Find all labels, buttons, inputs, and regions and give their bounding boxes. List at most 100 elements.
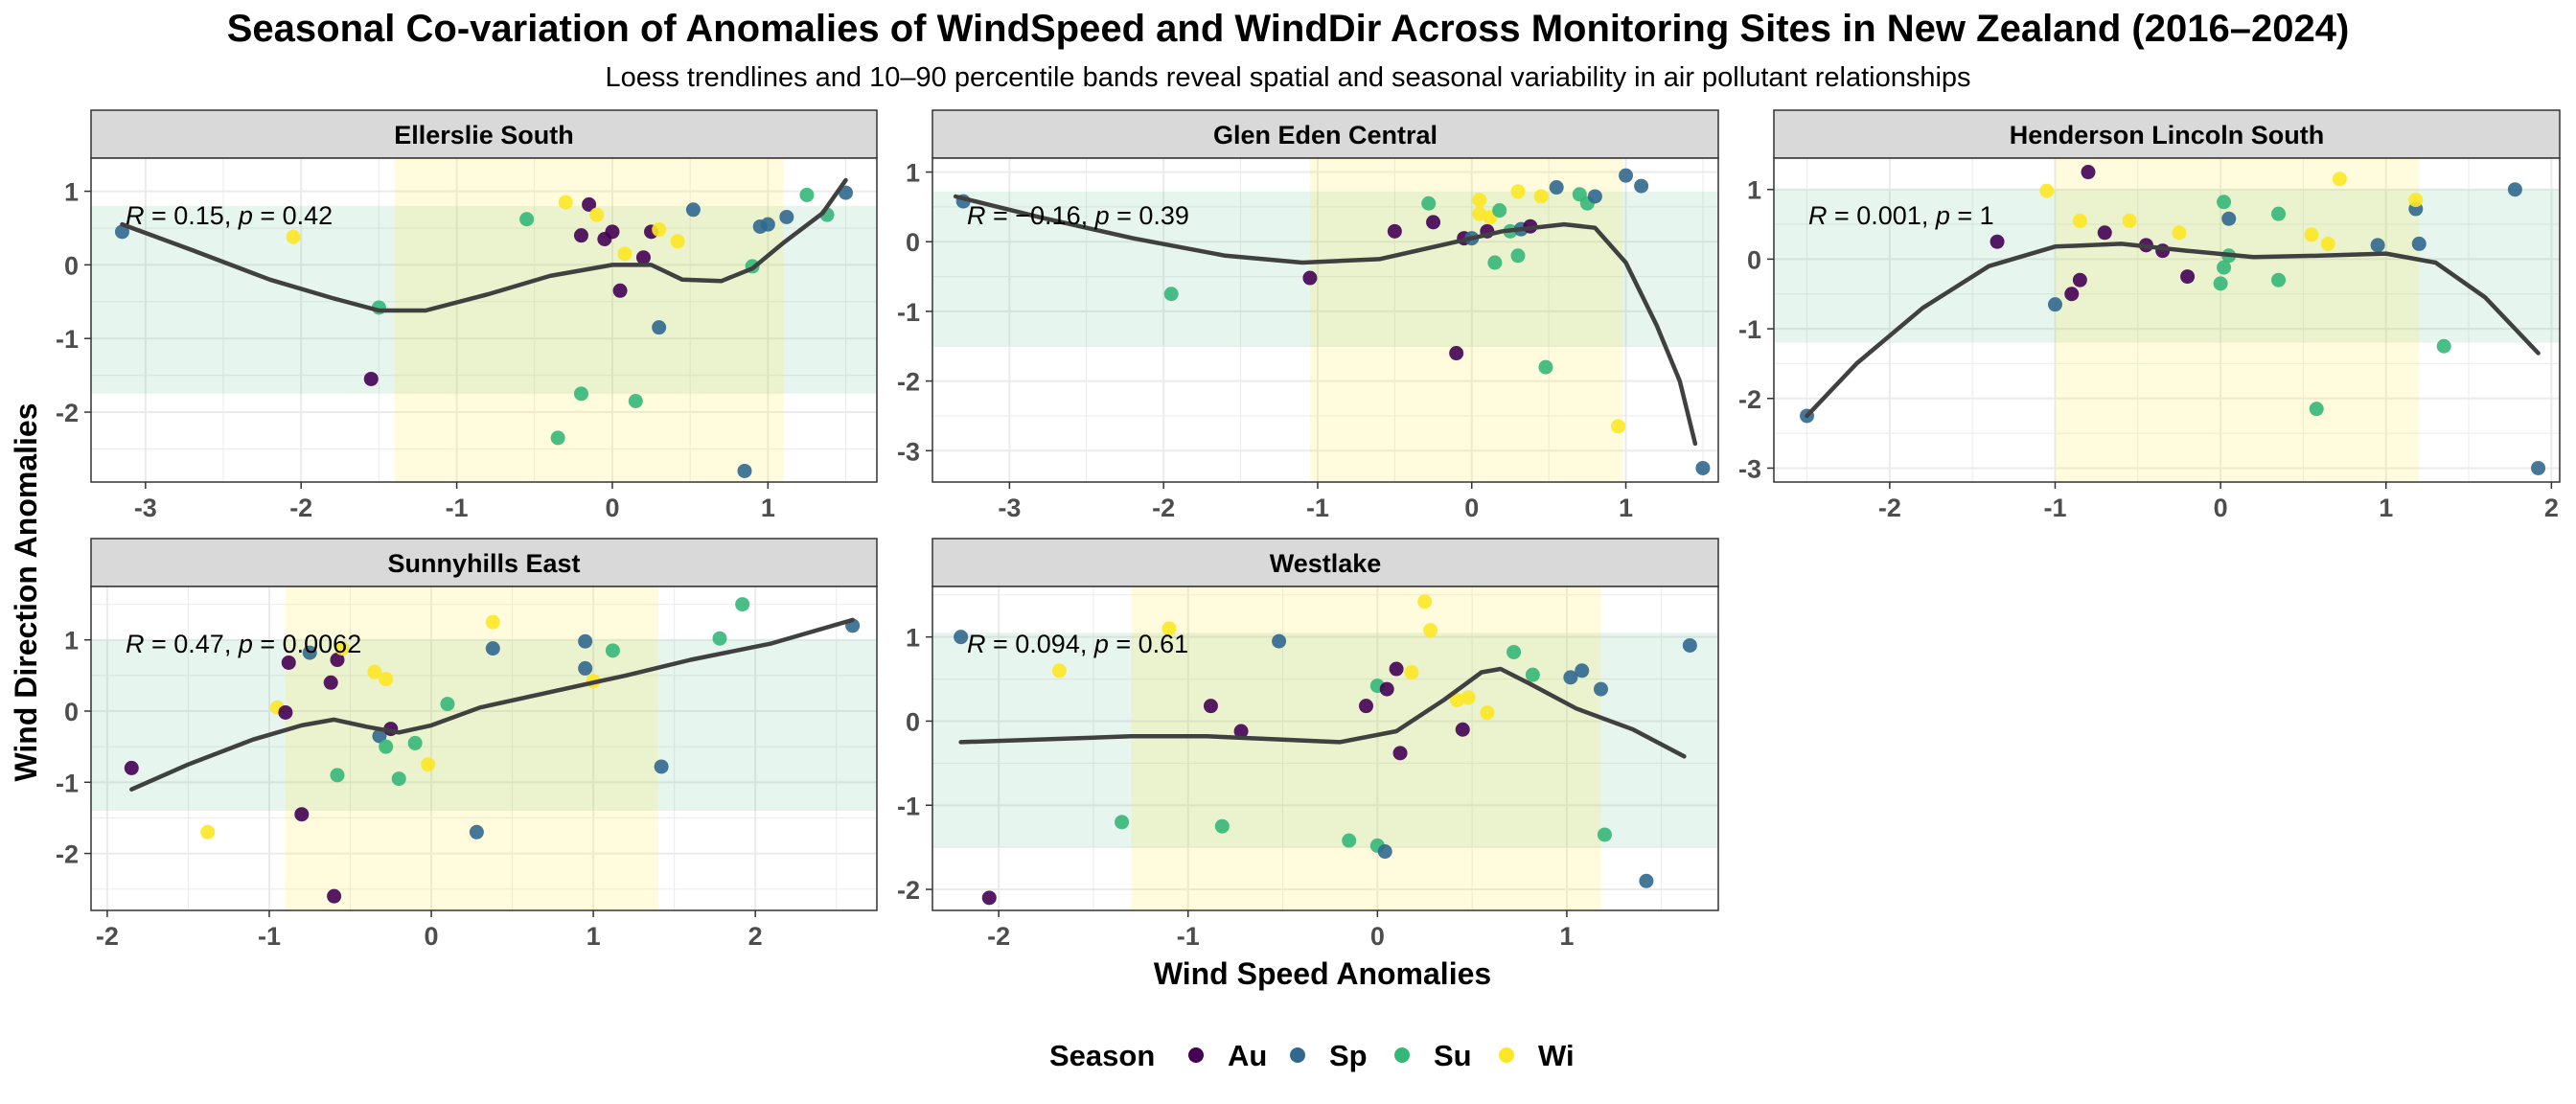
x-axis: -3 -2 -1 0 1	[134, 482, 775, 522]
data-point-sp	[485, 641, 500, 656]
data-point-su	[440, 697, 455, 712]
data-point-au	[981, 890, 997, 906]
data-point-au	[363, 371, 379, 386]
data-point-wi	[1460, 690, 1476, 705]
data-point-sp	[1639, 873, 1654, 888]
x-tick-label: 0	[425, 922, 439, 951]
data-point-su	[1115, 815, 1130, 830]
stat-value: = −0.16,	[986, 201, 1095, 230]
correlation-label: R = 0.15, p = 0.42	[126, 201, 333, 230]
data-point-au	[1302, 270, 1318, 286]
data-point-au	[605, 224, 620, 240]
data-point-au	[2081, 165, 2096, 180]
data-point-su	[1163, 287, 1179, 302]
y-tick-label: 0	[1747, 245, 1761, 274]
y-tick-label: 1	[64, 178, 79, 207]
data-point-sp	[1695, 460, 1711, 475]
data-point-wi	[1423, 623, 1438, 638]
data-point-sp	[1377, 844, 1392, 860]
stat-value: = 1	[1950, 201, 1994, 230]
panel-border	[932, 586, 1719, 911]
panel-border	[932, 157, 1719, 483]
panel-border	[90, 157, 878, 483]
data-point-su	[2436, 338, 2451, 354]
stat-symbol: p	[238, 630, 253, 658]
data-point-au	[1455, 722, 1470, 737]
data-point-su	[605, 643, 620, 658]
x-tick-label: -1	[1306, 494, 1329, 522]
legend-label-su: Su	[1434, 1039, 1472, 1072]
stat-symbol: R	[1808, 201, 1828, 230]
data-point-wi	[2072, 213, 2087, 228]
data-point-sp	[2507, 182, 2522, 197]
data-point-wi	[2320, 236, 2335, 251]
data-point-su	[407, 735, 423, 750]
data-point-su	[2271, 272, 2287, 288]
data-point-au	[124, 760, 139, 775]
x-tick-label: 0	[2214, 494, 2228, 522]
data-point-su	[1342, 833, 1357, 848]
panel-border	[90, 586, 878, 911]
y-tick-label: -1	[56, 769, 79, 797]
data-point-wi	[670, 234, 685, 249]
data-point-sp	[114, 224, 129, 240]
data-point-au	[612, 283, 628, 298]
x-percentile-band	[1131, 586, 1601, 910]
data-point-au	[327, 888, 342, 904]
chart-subtitle: Loess trendlines and 10–90 percentile ba…	[605, 62, 1971, 93]
loess-trendline	[953, 194, 1698, 447]
stat-symbol: p	[1935, 201, 1950, 230]
facet-title: Henderson Lincoln South	[2010, 121, 2325, 150]
facet-title: Westlake	[1270, 549, 1382, 578]
loess-trendline	[129, 617, 855, 792]
stat-symbol: p	[1094, 201, 1110, 230]
stat-symbol: R	[126, 630, 145, 658]
data-point-sp	[760, 217, 775, 232]
data-point-au	[582, 196, 597, 212]
data-point-au	[1379, 681, 1394, 697]
facet-panel: Glen Eden Central R = −0.16, p = 0.39 -3 -2…	[897, 109, 1719, 522]
data-point-su	[1506, 644, 1522, 659]
x-axis: -2 -1 0 1 2	[1878, 482, 2559, 522]
data-point-au	[1233, 724, 1249, 739]
stat-value: = 0.001,	[1828, 201, 1936, 230]
y-tick-label: 0	[64, 698, 79, 726]
y-tick-label: 0	[64, 251, 79, 280]
stat-value: = 0.094,	[986, 630, 1094, 658]
data-point-su	[519, 212, 535, 227]
data-point-su	[1525, 667, 1540, 682]
data-point-wi	[2304, 227, 2319, 242]
data-point-au	[330, 653, 345, 668]
x-tick-label: 1	[1619, 494, 1633, 522]
x-tick-label: 0	[1370, 922, 1385, 951]
data-point-wi	[617, 246, 632, 262]
data-point-wi	[1162, 621, 1177, 636]
y-tick-label: -1	[56, 325, 79, 354]
data-point-su	[379, 739, 394, 754]
data-point-su	[2217, 195, 2232, 210]
loess-trendline	[120, 177, 848, 313]
data-point-su	[550, 430, 565, 446]
chart-title: Seasonal Co-variation of Anomalies of Wi…	[226, 8, 2350, 50]
facet-title: Sunnyhills East	[387, 549, 580, 578]
legend-key-au	[1188, 1047, 1204, 1063]
data-point-su	[2309, 402, 2324, 417]
facet-title: Glen Eden Central	[1213, 121, 1438, 150]
data-point-sp	[469, 824, 484, 840]
panel-background	[932, 158, 1718, 482]
data-point-wi	[652, 222, 667, 238]
panel-grid	[1774, 158, 2560, 482]
data-point-au	[281, 655, 296, 670]
data-point-sp	[2221, 211, 2237, 226]
data-point-su	[735, 597, 750, 612]
y-axis: -2 -1 0 1	[897, 624, 932, 905]
data-point-au	[635, 250, 651, 265]
x-tick-label: 2	[748, 922, 763, 951]
y-percentile-band	[1774, 189, 2560, 343]
y-tick-label: -2	[56, 840, 79, 869]
data-point-su	[712, 631, 727, 646]
data-point-su	[2217, 260, 2232, 275]
x-tick-label: 2	[2544, 494, 2559, 522]
x-tick-label: -2	[987, 922, 1010, 951]
x-axis: -2 -1 0 1 2	[96, 910, 763, 951]
